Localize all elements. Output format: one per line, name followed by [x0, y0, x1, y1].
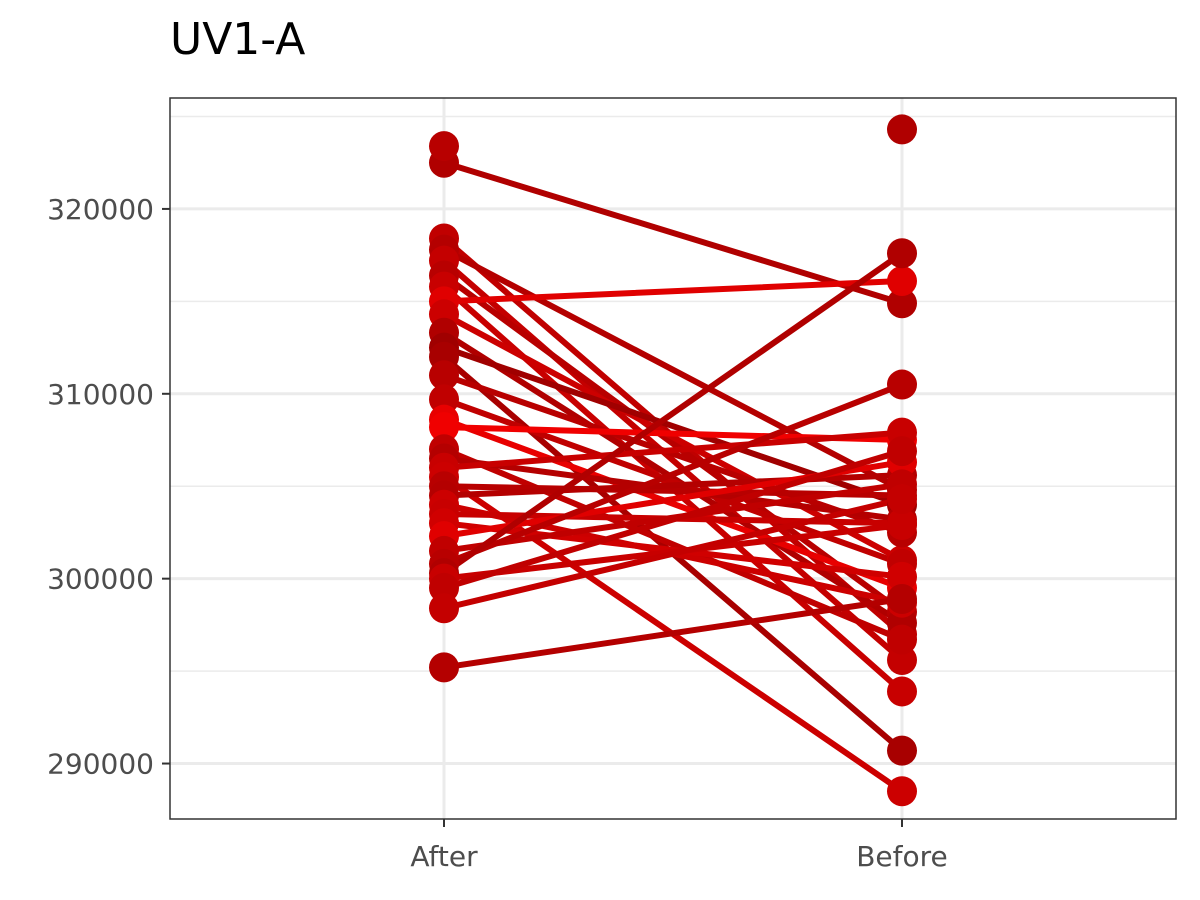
data-point-31-before — [887, 484, 917, 515]
y-tick-label: 320000 — [47, 193, 154, 226]
y-tick-label: 310000 — [47, 378, 154, 411]
data-point-16-before — [887, 624, 917, 655]
y-tick-label: 290000 — [47, 748, 154, 781]
plot-border — [169, 97, 1177, 820]
series-points — [429, 114, 917, 807]
series-lines — [441, 159, 905, 795]
series-line-3 — [441, 246, 905, 493]
data-point-15-after — [429, 412, 459, 443]
series-line-28 — [441, 250, 905, 577]
series-line-9 — [441, 329, 905, 627]
series-line-4 — [441, 257, 905, 664]
data-point-28-before — [887, 238, 917, 269]
data-point-24-before — [887, 561, 917, 592]
series-line-5 — [441, 272, 905, 615]
data-point-29-before — [887, 510, 917, 541]
data-point-30-before — [887, 436, 917, 467]
series-line-31 — [441, 496, 905, 612]
series-line-21 — [441, 472, 905, 499]
series-line-1 — [441, 159, 905, 307]
data-point-19-before — [887, 776, 917, 807]
axes: 290000 300000 310000 320000 After Before — [47, 193, 948, 873]
grid — [170, 98, 1176, 819]
data-point-6-before — [887, 676, 917, 707]
data-point-7-before — [887, 266, 917, 297]
data-point-1-before — [887, 288, 917, 319]
series-line-32 — [441, 596, 905, 671]
data-point-extra-2 — [887, 114, 917, 145]
series-line-30 — [441, 448, 905, 591]
data-point-27-before — [887, 369, 917, 400]
y-tick-label: 300000 — [47, 563, 154, 596]
series-line-7 — [441, 278, 905, 305]
series-line-12 — [441, 372, 905, 536]
series-line-14 — [441, 416, 905, 591]
chart-title: UV1-A — [170, 14, 306, 65]
x-tick-label-before: Before — [856, 840, 948, 873]
data-point-32-after — [429, 652, 459, 683]
series-line-27 — [441, 381, 905, 567]
data-point-32-before — [887, 584, 917, 615]
x-tick-label-after: After — [410, 840, 478, 873]
data-point-12-after — [429, 360, 459, 391]
series-line-18 — [441, 429, 905, 471]
data-point-11-before — [887, 735, 917, 766]
data-point-31-after — [429, 593, 459, 624]
data-point-extra-1 — [429, 131, 459, 162]
